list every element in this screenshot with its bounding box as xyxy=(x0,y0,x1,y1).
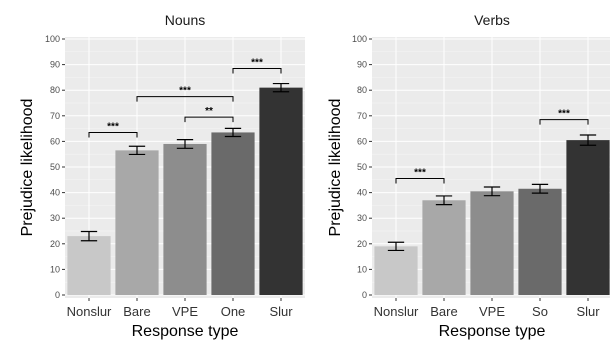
chart-panel-nonslur-bare-vpe-so-slur: 0 10 20 30 40 50 60 70 80 90 100 *** *** Nonslur Bare V… xyxy=(327,12,610,340)
bar-bare xyxy=(115,150,159,295)
x-tick-label-slur: Slur xyxy=(269,304,293,319)
error-bar-nonslur xyxy=(80,230,98,242)
y-tick-label: 60 xyxy=(357,136,367,146)
significance-bracket: *** xyxy=(88,121,138,138)
panel-title: Nouns xyxy=(165,12,205,28)
y-axis-title: Prejudice likelihood xyxy=(19,99,36,237)
y-tick-label: 90 xyxy=(357,60,367,70)
y-tick-label: 50 xyxy=(357,162,367,172)
y-tick-label: 100 xyxy=(45,34,60,44)
error-bar-bare xyxy=(128,145,146,156)
bracket-line xyxy=(395,178,445,184)
x-tick-label-vpe: VPE xyxy=(172,304,198,319)
bar-so xyxy=(518,188,562,295)
bracket-line xyxy=(539,119,589,125)
bar-bare xyxy=(422,200,466,295)
x-tick-label-nonslur: Nonslur xyxy=(67,304,112,319)
y-tick-label: 70 xyxy=(50,111,60,121)
error-bar-vpe xyxy=(483,186,501,197)
y-tick-label: 10 xyxy=(357,264,367,274)
x-tick-label-slur: Slur xyxy=(576,304,600,319)
x-tick-label-bare: Bare xyxy=(430,304,457,319)
x-tick-label-bare: Bare xyxy=(123,304,150,319)
x-axis-title: Response type xyxy=(439,323,546,340)
bar-one xyxy=(211,132,255,295)
y-tick-label: 60 xyxy=(50,136,60,146)
significance-label: *** xyxy=(107,121,119,132)
chart-panel-nonslur-bare-vpe-one-slur: 0102030405060708090100***********Nonslur… xyxy=(19,12,305,340)
significance-bracket: *** xyxy=(539,109,589,125)
bracket-line xyxy=(184,116,234,123)
significance-label: *** xyxy=(179,86,191,97)
x-tick-label-vpe: VPE xyxy=(479,304,505,319)
y-tick-label: 30 xyxy=(50,213,60,223)
significance-label: *** xyxy=(414,168,426,179)
bracket-line xyxy=(136,96,234,102)
y-tick-label: 40 xyxy=(357,188,367,198)
bar-vpe xyxy=(470,191,514,295)
panel-title: Verbs xyxy=(474,12,510,28)
y-tick-label: 80 xyxy=(50,85,60,95)
significance-label: ** xyxy=(205,106,213,117)
x-tick-label-nonslur: Nonslur xyxy=(374,304,419,319)
y-tick-label: 0 xyxy=(55,290,60,300)
y-tick-label: 100 xyxy=(352,34,367,44)
y-tick-label: 70 xyxy=(357,111,367,121)
error-bar-so xyxy=(531,183,549,194)
y-axis-title: Prejudice likelihood xyxy=(327,99,344,237)
y-tick-label: 50 xyxy=(50,162,60,172)
significance-bracket: ** xyxy=(184,106,234,123)
y-tick-label: 80 xyxy=(357,85,367,95)
error-bar-one xyxy=(224,127,242,138)
bar-nonslur xyxy=(374,246,418,295)
y-tick-label: 90 xyxy=(50,60,60,70)
bar-nonslur xyxy=(67,236,111,295)
y-tick-label: 20 xyxy=(50,239,60,249)
bar-slur xyxy=(566,140,610,295)
x-tick-label-so: So xyxy=(532,304,548,319)
bracket-line xyxy=(88,131,138,138)
bracket-line xyxy=(232,67,282,74)
x-axis-title: Response type xyxy=(132,323,239,340)
x-tick-label-one: One xyxy=(221,304,246,319)
y-tick-label: 20 xyxy=(357,239,367,249)
error-bar-slur xyxy=(272,82,290,93)
y-tick-label: 40 xyxy=(50,188,60,198)
significance-label: *** xyxy=(558,109,570,120)
bar-slur xyxy=(259,87,303,295)
significance-bracket: *** xyxy=(395,168,445,184)
significance-bracket: *** xyxy=(136,86,234,102)
error-bar-nonslur xyxy=(387,241,405,252)
y-tick-label: 10 xyxy=(50,264,60,274)
y-tick-label: 0 xyxy=(362,290,367,300)
error-bar-bare xyxy=(435,195,453,206)
y-tick-label: 30 xyxy=(357,213,367,223)
error-bar-slur xyxy=(579,134,597,146)
error-bar-vpe xyxy=(176,139,194,149)
bar-vpe xyxy=(163,143,207,295)
significance-bracket: *** xyxy=(232,57,282,74)
significance-label: *** xyxy=(251,57,263,68)
